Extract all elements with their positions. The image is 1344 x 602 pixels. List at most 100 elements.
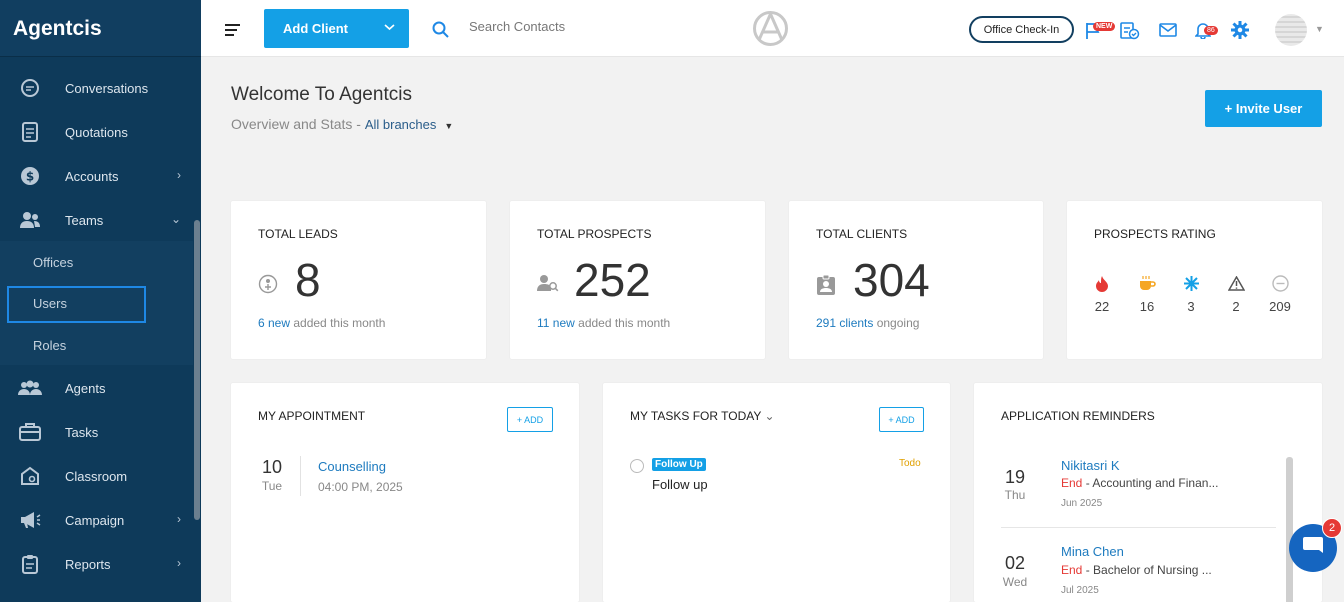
leads-icon [258, 274, 278, 299]
branch-selector[interactable]: All branches [364, 117, 437, 132]
my-tasks-card: MY TASKS FOR TODAY ⌄ + ADD Follow Up Fol… [603, 383, 950, 602]
sidebar-item-accounts[interactable]: $ Accounts › [0, 154, 193, 198]
task-tag: Follow Up [652, 458, 706, 471]
rating-warm[interactable]: 16 [1125, 273, 1169, 314]
stat-footer: 291 clients ongoing [816, 316, 919, 330]
sidebar-item-reports[interactable]: Reports › [0, 542, 193, 586]
sidebar-item-teams[interactable]: Teams ⌄ [0, 198, 193, 242]
fire-icon [1080, 273, 1124, 293]
snowflake-icon [1169, 273, 1213, 293]
rating-hot[interactable]: 22 [1080, 273, 1124, 314]
minus-circle-icon [1258, 273, 1302, 293]
dollar-icon: $ [15, 165, 45, 187]
sidebar-subitem-roles[interactable]: Roles [33, 338, 67, 353]
total-leads-card[interactable]: TOTAL LEADS 8 6 new added this month [231, 201, 486, 359]
user-avatar[interactable] [1275, 14, 1307, 46]
invite-user-button[interactable]: + Invite User [1205, 90, 1322, 127]
task-status: Todo [899, 458, 921, 469]
reminder-end-label: End [1061, 476, 1083, 490]
prospect-search-icon [537, 274, 559, 297]
rating-value: 22 [1094, 299, 1110, 314]
sidebar-subitem-offices[interactable]: Offices [33, 255, 74, 270]
add-client-label: Add Client [283, 21, 348, 36]
megaphone-icon [15, 509, 45, 531]
chat-widget-button[interactable] [1289, 524, 1337, 572]
add-client-button[interactable]: Add Client [264, 9, 409, 48]
add-task-button[interactable]: + ADD [879, 407, 924, 432]
sidebar-item-campaign[interactable]: Campaign › [0, 498, 193, 542]
reminder-weekday: Wed [1002, 575, 1028, 589]
teams-submenu: Offices Users Roles [0, 241, 193, 365]
sidebar-item-label: Tasks [65, 424, 99, 440]
menu-toggle-icon[interactable] [225, 24, 240, 39]
rating-unrated[interactable]: 209 [1258, 273, 1302, 314]
search-icon [432, 21, 449, 43]
sidebar-item-conversations[interactable]: Conversations [0, 66, 193, 110]
appointment-title[interactable]: Counselling [318, 459, 386, 474]
stat-footer: 6 new added this month [258, 316, 385, 330]
caret-down-icon[interactable]: ▼ [444, 121, 454, 131]
rating-value: 16 [1139, 299, 1155, 314]
sidebar-item-classroom[interactable]: Classroom [0, 454, 193, 498]
chevron-down-icon[interactable]: ▼ [1315, 24, 1324, 34]
card-title[interactable]: MY TASKS FOR TODAY ⌄ [630, 409, 775, 423]
total-clients-card[interactable]: TOTAL CLIENTS 304 291 clients ongoing [789, 201, 1043, 359]
chevron-down-icon[interactable] [384, 20, 395, 34]
rating-value: 2 [1232, 299, 1240, 314]
reminder-course: - Accounting and Finan... [1082, 476, 1219, 490]
chevron-right-icon: › [177, 556, 181, 570]
group-icon [15, 377, 45, 399]
brand-logo[interactable]: Agentcis [0, 0, 201, 57]
office-checkin-button[interactable]: Office Check-In [969, 16, 1074, 43]
stat-value: 304 [853, 254, 930, 306]
chevron-down-icon[interactable]: ⌄ [764, 409, 775, 423]
chat-bubble-icon [1301, 534, 1325, 563]
stat-footer-text: added this month [290, 316, 386, 330]
mail-icon[interactable] [1159, 23, 1177, 42]
reminder-name[interactable]: Nikitasri K [1061, 458, 1120, 473]
card-title: APPLICATION REMINDERS [1001, 409, 1155, 423]
stat-link[interactable]: 11 new [537, 316, 575, 330]
chevron-down-icon: ⌄ [170, 212, 181, 226]
topbar: Add Client Office Check-In NEW 86 ▼ [201, 0, 1344, 57]
reminder-course: - Bachelor of Nursing ... [1082, 563, 1212, 577]
add-appointment-button[interactable]: + ADD [507, 407, 553, 432]
card-title: MY APPOINTMENT [258, 409, 366, 423]
task-name[interactable]: Follow up [652, 477, 708, 492]
sidebar-item-label: Teams [65, 212, 104, 228]
checklist-icon[interactable] [1120, 22, 1140, 45]
gear-icon[interactable] [1231, 21, 1249, 44]
client-badge-icon [816, 274, 836, 301]
application-reminders-card: APPLICATION REMINDERS 19 Thu Nikitasri K… [974, 383, 1322, 602]
stat-footer-text: ongoing [873, 316, 920, 330]
chevron-right-icon: › [177, 512, 181, 526]
stat-link[interactable]: 291 clients [816, 316, 874, 330]
reminder-name[interactable]: Mina Chen [1061, 544, 1124, 559]
search-input[interactable] [469, 19, 669, 34]
notification-count-badge: 86 [1204, 26, 1218, 35]
coffee-icon [1125, 273, 1169, 293]
sidebar-item-tasks[interactable]: Tasks [0, 410, 193, 454]
my-appointment-card: MY APPOINTMENT + ADD 10 Tue Counselling … [231, 383, 579, 602]
total-prospects-card[interactable]: TOTAL PROSPECTS 252 11 new added this mo… [510, 201, 765, 359]
appointment-weekday: Tue [261, 479, 283, 493]
sidebar-item-quotations[interactable]: Quotations [0, 110, 193, 154]
sidebar-subitem-users[interactable]: Users [33, 296, 67, 311]
stat-value: 252 [574, 254, 651, 306]
task-checkbox[interactable] [630, 459, 644, 473]
sidebar: Agentcis Conversations Quotations $ Acco… [0, 0, 201, 602]
stat-link[interactable]: 6 new [258, 316, 291, 330]
reminder-description: End - Accounting and Finan... [1061, 476, 1218, 490]
stat-footer: 11 new added this month [537, 316, 670, 330]
rating-warning[interactable]: 2 [1214, 273, 1258, 314]
divider [1001, 527, 1276, 528]
agentcis-logo-icon[interactable] [752, 10, 789, 52]
reminders-scrollbar[interactable] [1286, 457, 1293, 602]
sidebar-item-agents[interactable]: Agents [0, 366, 193, 410]
card-title: TOTAL PROSPECTS [537, 227, 652, 241]
document-icon [15, 121, 45, 143]
reminder-day: 02 [1004, 553, 1026, 573]
page-title: Welcome To Agentcis [231, 84, 412, 105]
rating-cold[interactable]: 3 [1169, 273, 1213, 314]
sidebar-scrollbar-thumb[interactable] [194, 220, 200, 520]
